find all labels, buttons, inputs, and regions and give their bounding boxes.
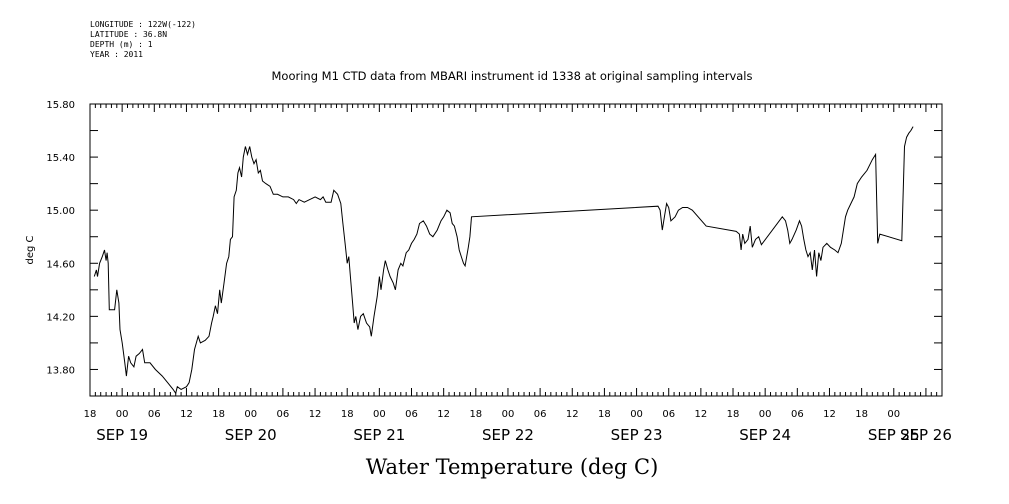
chart-title: Mooring M1 CTD data from MBARI instrumen… — [272, 69, 753, 83]
x-hour-tick-label: 00 — [630, 409, 643, 420]
x-day-tick-label: SEP 22 — [482, 426, 534, 444]
x-hour-tick-label: 12 — [566, 409, 579, 420]
x-day-tick-label: SEP 20 — [225, 426, 277, 444]
x-day-tick-label: SEP 24 — [739, 426, 791, 444]
y-tick-label: 13.80 — [46, 365, 75, 376]
x-hour-tick-label: 18 — [855, 409, 868, 420]
axis-ticks — [89, 103, 943, 397]
x-hour-tick-label: 00 — [887, 409, 900, 420]
x-hour-tick-label: 00 — [116, 409, 129, 420]
latitude-label: LATITUDE : 36.8N — [90, 30, 168, 39]
x-hour-tick-label: 18 — [84, 409, 97, 420]
x-hour-tick-label: 06 — [662, 409, 675, 420]
x-hour-tick-label: 06 — [791, 409, 804, 420]
x-hour-tick-label: 06 — [277, 409, 290, 420]
x-day-tick-label: SEP 19 — [96, 426, 148, 444]
year-label: YEAR : 2011 — [90, 50, 143, 59]
depth-label: DEPTH (m) : 1 — [90, 40, 153, 49]
y-tick-label: 15.80 — [46, 100, 75, 111]
y-tick-label: 14.60 — [46, 259, 75, 270]
x-hour-tick-label: 00 — [759, 409, 772, 420]
y-tick-labels: 13.80 14.20 14.60 15.00 15.40 15.80 — [46, 100, 75, 376]
y-tick-label: 15.40 — [46, 153, 75, 164]
x-hour-tick-label: 12 — [309, 409, 322, 420]
x-hour-tick-label: 12 — [695, 409, 708, 420]
x-hour-tick-label: 00 — [502, 409, 515, 420]
series-line — [93, 126, 914, 395]
x-hour-tick-label: 00 — [373, 409, 386, 420]
x-hour-tick-label: 06 — [148, 409, 161, 420]
x-day-tick-label: SEP 26 — [900, 426, 952, 444]
x-hour-tick-label: 18 — [727, 409, 740, 420]
x-day-tick-labels: SEP 19 SEP 20 SEP 21 SEP 22 SEP 23 SEP 24 SEP … — [96, 426, 952, 444]
x-hour-tick-label: 12 — [180, 409, 193, 420]
longitude-label: LONGITUDE : 122W(-122) — [90, 20, 196, 29]
y-axis-label: deg C — [25, 235, 36, 264]
x-hour-tick-label: 18 — [212, 409, 225, 420]
x-hour-tick-label: 18 — [341, 409, 354, 420]
x-hour-tick-label: 18 — [469, 409, 482, 420]
x-day-tick-label: SEP 25 — [868, 426, 920, 444]
metadata-block: LONGITUDE : 122W(-122) LATITUDE : 36.8N … — [90, 20, 196, 60]
x-hour-tick-labels: 18 00 06 12 18 00 06 12 18 00 06 12 18 00 06 12 18 00 06 12… — [84, 409, 901, 420]
x-hour-tick-label: 12 — [437, 409, 450, 420]
x-hour-tick-label: 06 — [405, 409, 418, 420]
plot-frame — [89, 103, 943, 397]
x-hour-tick-label: 06 — [534, 409, 547, 420]
series-group — [93, 126, 914, 395]
x-axis-label: Water Temperature (deg C) — [366, 455, 659, 479]
x-day-tick-label: SEP 21 — [353, 426, 405, 444]
x-hour-tick-label: 18 — [598, 409, 611, 420]
x-day-tick-label: SEP 23 — [611, 426, 663, 444]
x-hour-tick-label: 00 — [244, 409, 257, 420]
y-tick-label: 14.20 — [46, 312, 75, 323]
y-tick-label: 15.00 — [46, 206, 75, 217]
x-hour-tick-label: 12 — [823, 409, 836, 420]
